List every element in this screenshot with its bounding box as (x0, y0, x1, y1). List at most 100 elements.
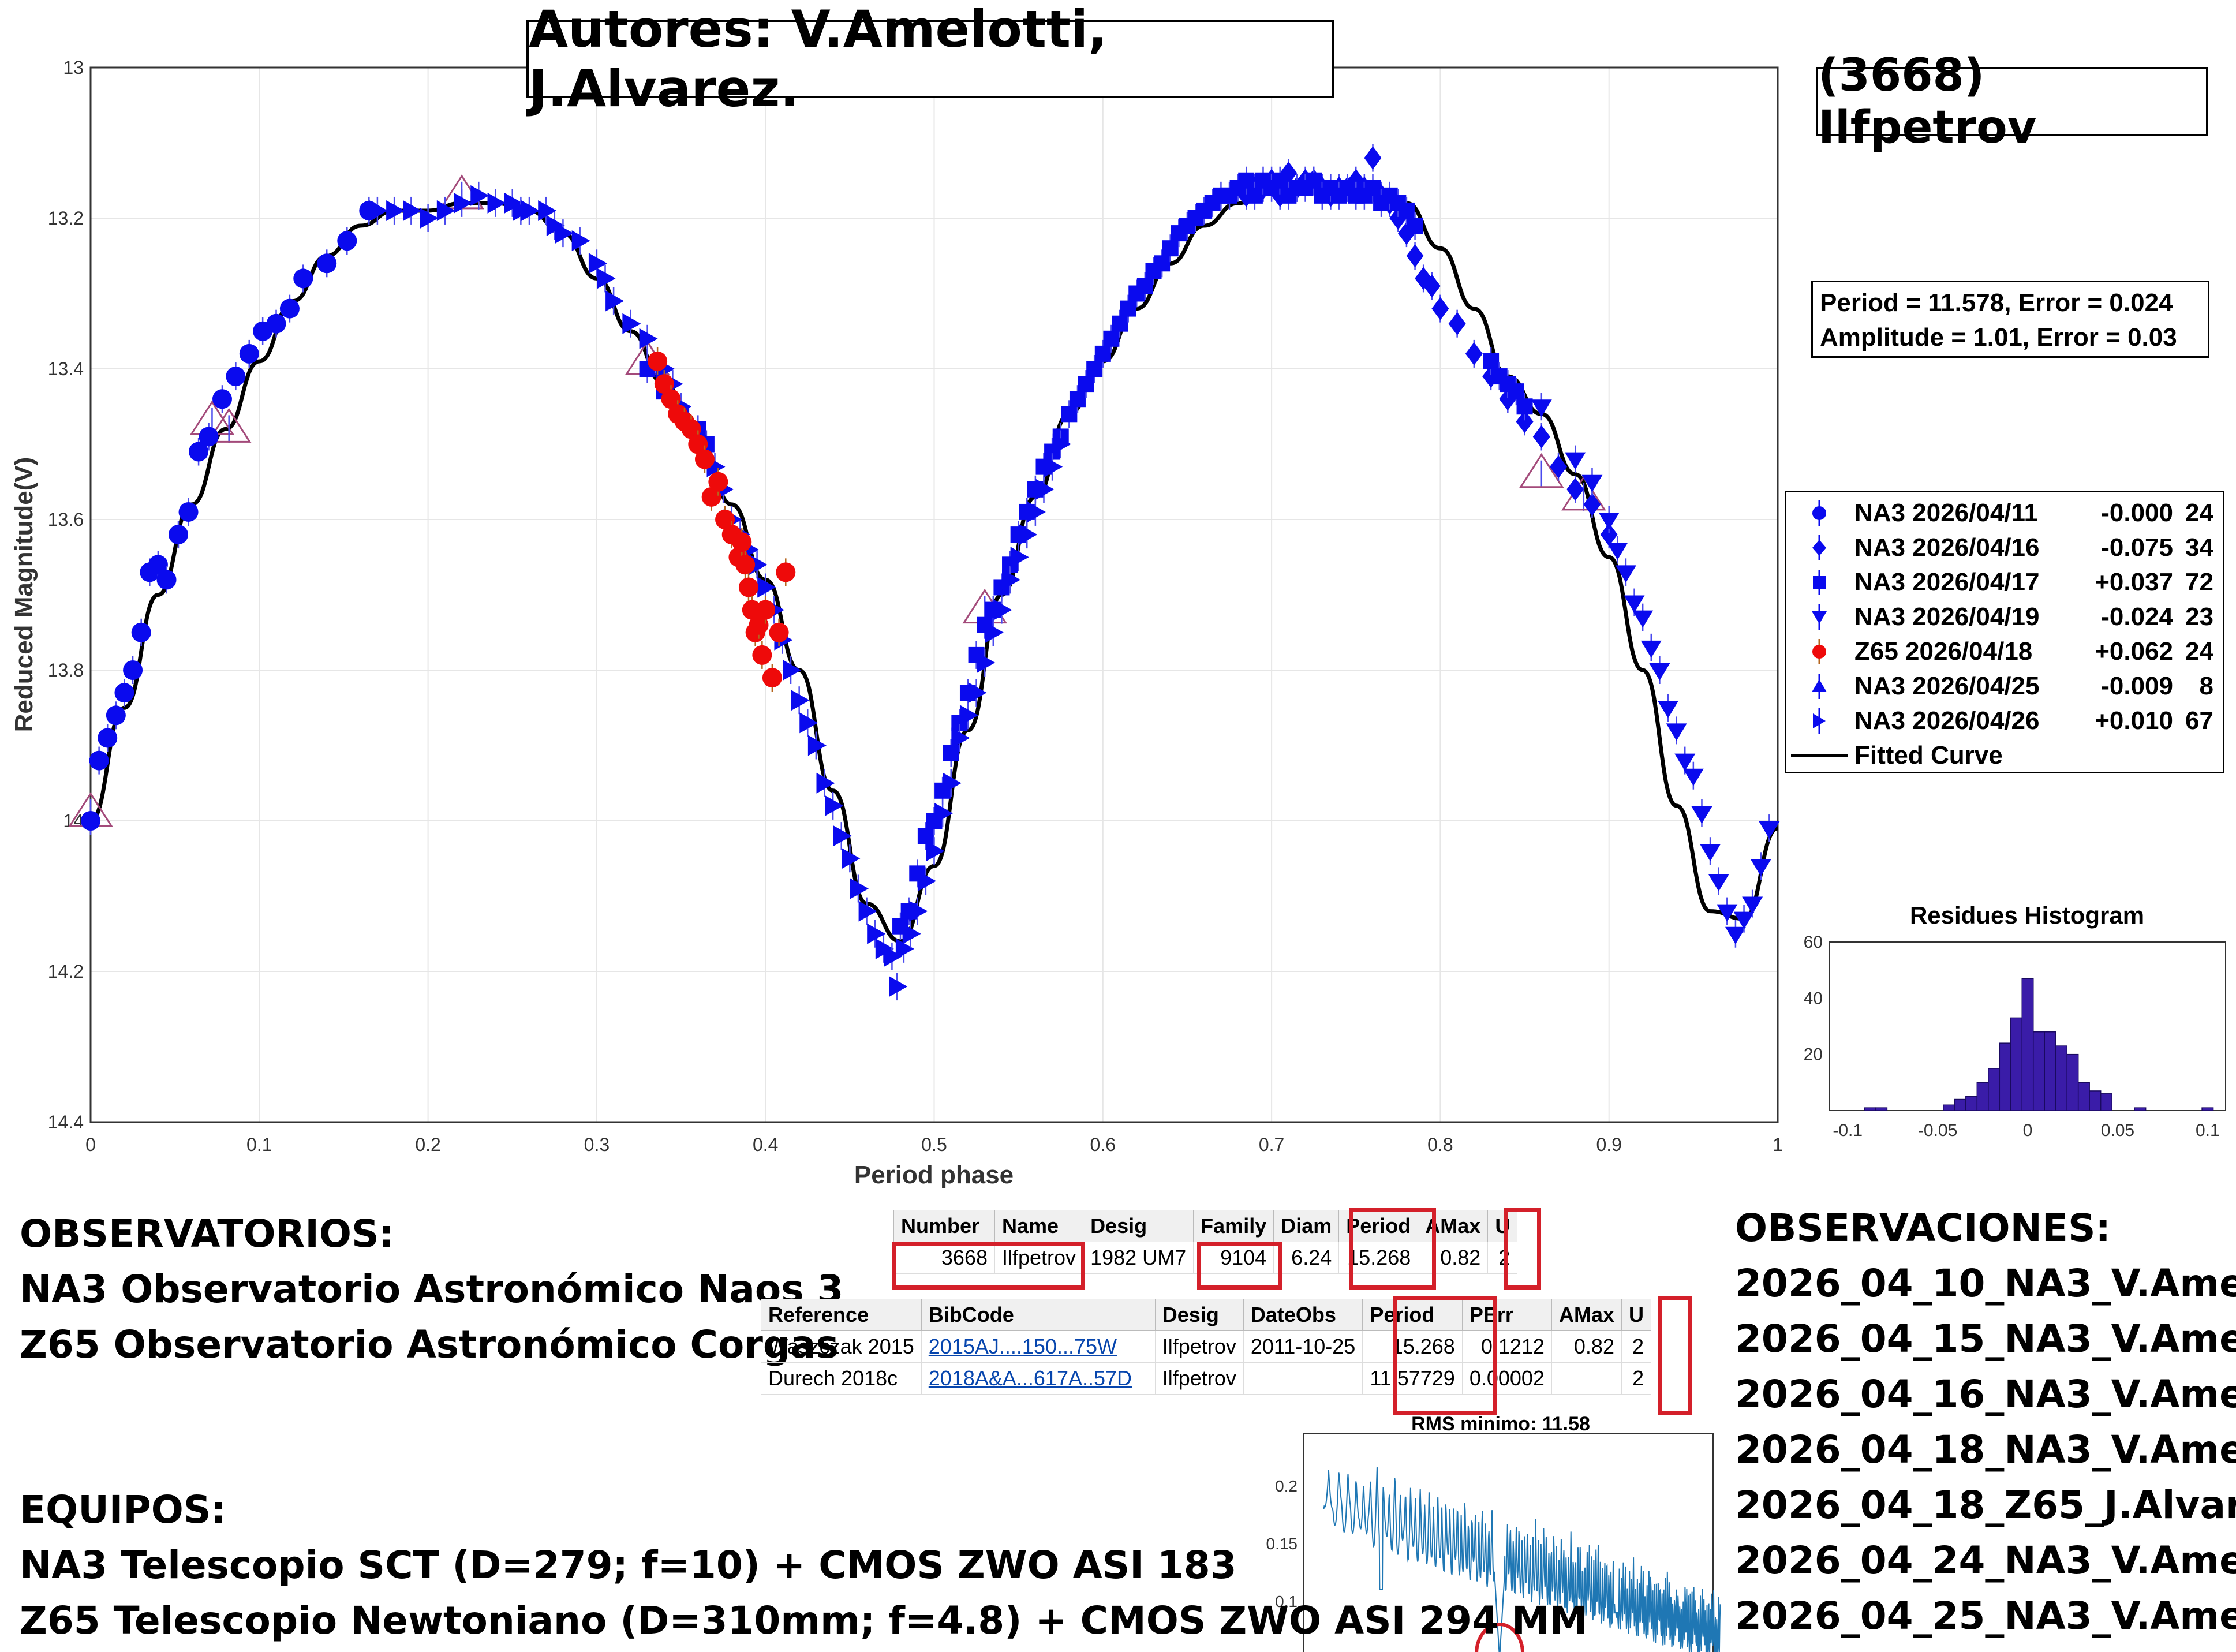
circle-marker-icon (1812, 500, 1826, 526)
histogram-ticks: -0.1 -0.05 0 0.05 0.1 20 40 60 (1804, 933, 2220, 1140)
data-point (1649, 656, 1670, 684)
data-point (1019, 521, 1038, 549)
cell-desig: 1982 UM7 (1083, 1242, 1194, 1274)
x-tick-label: 0 (85, 1134, 96, 1155)
equipos-title: EQUIPOS: (20, 1487, 226, 1532)
data-point (1615, 558, 1636, 586)
legend-label: NA3 2026/04/11 (1854, 499, 2039, 527)
legend-count: 67 (2185, 707, 2213, 735)
x-tick-label: 0.7 (1259, 1134, 1284, 1155)
legend-entry: NA3 2026/04/11 -0.000 24 (1786, 496, 2223, 530)
data-point (1519, 453, 1564, 488)
periodogram-ticks: 51015200.20.150.10.05 (1266, 1477, 1298, 1652)
diamond-marker-icon (1812, 535, 1826, 560)
data-point (555, 219, 574, 248)
column-header: Period (1362, 1299, 1463, 1331)
data-point (639, 324, 658, 353)
data-point (521, 196, 540, 225)
data-point (1682, 761, 1704, 790)
data-point (1103, 324, 1120, 353)
axis-ticks: 0 0.1 0.2 0.3 0.4 0.5 0.6 0.7 0.8 0.9 1 13 13.2 13.4 1… (48, 57, 1783, 1155)
rms-periodogram: RMS minimo: 11.58 51015200.20.150.10.05 (1266, 1413, 1721, 1652)
column-header: AMax (1551, 1299, 1622, 1331)
data-point (902, 920, 921, 948)
data-point (1483, 347, 1500, 375)
x-tick-label: 0.6 (1090, 1134, 1116, 1155)
red-circle-marker-icon (1812, 639, 1826, 664)
observacion-item: 2026_04_16_NA3_V.Amelotti (1735, 1372, 2236, 1416)
legend-count: 72 (2185, 568, 2213, 596)
data-point (1044, 453, 1063, 481)
asteroid-name: (3668) Ilfpetrov (1818, 50, 2037, 154)
legend-entry: Z65 2026/04/18 +0.062 24 (1786, 634, 2223, 669)
data-point (708, 468, 728, 496)
table-header-row: Number Name Desig Family Diam Period AMa… (893, 1210, 1518, 1242)
data-point (977, 648, 996, 677)
minimum-highlight-circle (1475, 1623, 1525, 1652)
cell-amax: 0.82 (1551, 1330, 1622, 1363)
data-point (131, 618, 151, 646)
data-point (951, 724, 970, 752)
data-point (825, 791, 844, 820)
legend-entry: NA3 2026/04/25 -0.009 8 (1786, 669, 2223, 704)
bibcode-link[interactable]: 2018A&A...617A..57D (921, 1362, 1156, 1395)
data-point (816, 769, 835, 797)
data-point (1691, 799, 1712, 827)
data-point (106, 701, 126, 730)
highlight-box (1658, 1296, 1692, 1415)
triangle-down-marker-icon (1812, 604, 1827, 630)
x-tick-label: 0.05 (2101, 1121, 2134, 1140)
legend-entry: NA3 2026/04/16 -0.075 34 (1786, 530, 2223, 565)
observacion-item: 2026_04_18_Z65_J.Alvarez (1735, 1483, 2236, 1527)
data-point (571, 227, 590, 255)
y-tick-label: 13.4 (48, 358, 84, 379)
cell-number: 3668 (893, 1242, 995, 1274)
chart-grid (90, 67, 1778, 1123)
y-tick-label: 0.1 (1275, 1593, 1298, 1610)
fit-amplitude: Amplitude = 1.01, Error = 0.03 (1820, 323, 2177, 352)
authors-box: Autores: V.Amelotti, J.Alvarez. (526, 0, 1334, 118)
data-point (487, 189, 506, 217)
data-point (1532, 423, 1550, 451)
data-point (959, 701, 978, 730)
column-header: Desig (1083, 1210, 1194, 1242)
data-point (189, 438, 209, 466)
data-point (239, 339, 259, 368)
data-point (1725, 920, 1746, 948)
legend-count: 34 (2185, 533, 2213, 562)
y-tick-label: 13.2 (48, 208, 84, 229)
data-point (386, 196, 405, 225)
data-point (749, 551, 768, 579)
y-tick-label: 0.15 (1266, 1535, 1298, 1553)
data-point (538, 196, 557, 225)
data-point (1666, 716, 1687, 745)
data-point (1238, 166, 1255, 195)
data-point (1364, 144, 1382, 172)
authors-text: Autores: V.Amelotti, J.Alvarez. (529, 0, 1108, 118)
bibcode-link[interactable]: 2015AJ....150...75W (921, 1330, 1156, 1363)
data-point (597, 264, 616, 293)
data-point (1431, 294, 1449, 323)
data-point (1531, 393, 1552, 421)
data-point (926, 837, 945, 865)
data-point (199, 423, 219, 451)
data-point (1632, 603, 1654, 631)
y-tick-label: 20 (1804, 1045, 1823, 1064)
data-point (369, 196, 388, 225)
data-point (791, 686, 810, 715)
data-point (454, 189, 473, 217)
data-point (1565, 445, 1586, 473)
cell-diam: 6.24 (1273, 1242, 1340, 1274)
data-point (317, 249, 337, 278)
data-point (1742, 889, 1763, 918)
highlight-box (1393, 1296, 1497, 1415)
x-tick-label: 0.9 (1596, 1134, 1621, 1155)
data-point (156, 566, 177, 594)
data-point (1052, 430, 1071, 458)
data-point (909, 897, 928, 925)
data-point (1002, 566, 1021, 594)
cell-family: 9104 (1193, 1242, 1274, 1274)
asteroid-name-box: (3668) Ilfpetrov (1816, 50, 2208, 154)
data-point (738, 573, 758, 601)
histogram-bar (1864, 1107, 1876, 1111)
